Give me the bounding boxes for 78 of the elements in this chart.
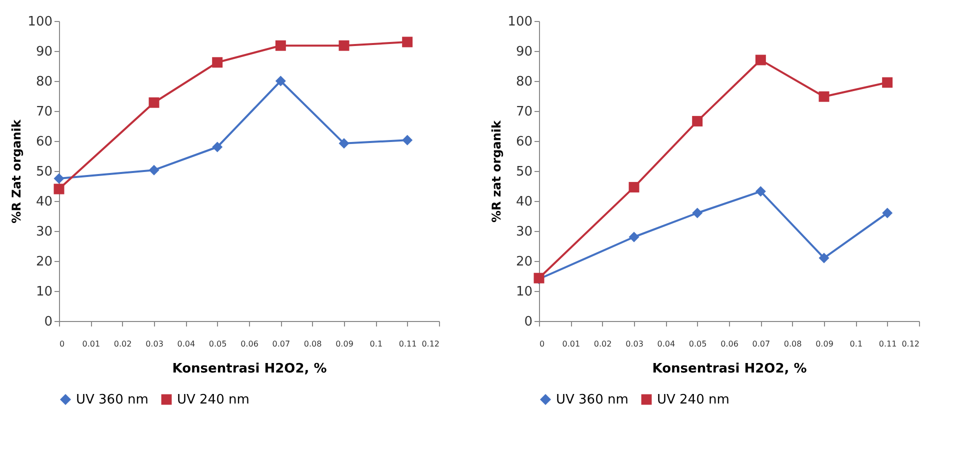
y-tick-label: 80: [516, 74, 532, 90]
x-axis-title: Konsentrasi H2O2, %: [172, 362, 327, 376]
y-tick-label: 100: [28, 14, 52, 30]
x-tick-label: 0.12: [902, 340, 920, 348]
x-tick-label: 0.06: [240, 340, 258, 348]
x-tick-label: 0.01: [562, 340, 580, 348]
x-tick-label: 0.08: [784, 340, 802, 348]
point: [402, 134, 413, 146]
point: [628, 232, 640, 242]
point: [148, 97, 160, 108]
x-tick-label: 0.11: [878, 340, 897, 348]
x-axis-title: Konsentrasi H2O2, %: [652, 362, 807, 376]
legend-label: UV 360 nm: [556, 392, 628, 408]
point: [818, 91, 830, 102]
y-axis-title: %R zat organik: [490, 120, 504, 222]
point: [692, 208, 703, 218]
point: [275, 76, 286, 86]
y-tick-label: 70: [36, 104, 52, 120]
y-tick-label: 60: [516, 134, 532, 150]
point: [338, 138, 350, 149]
y-tick-label: 30: [36, 224, 52, 240]
point: [148, 164, 160, 176]
x-tick-label: 0.07: [272, 340, 290, 348]
y-tick-label: 20: [516, 254, 532, 270]
x-tick-label: 0.04: [657, 340, 676, 348]
x-tick-label: 0.03: [626, 340, 644, 348]
point: [818, 252, 830, 264]
point: [212, 57, 223, 68]
x-tick-label: 0.05: [688, 340, 707, 348]
legend-label: UV 240 nm: [657, 392, 730, 408]
legend-label: UV 360 nm: [76, 392, 148, 408]
point: [54, 173, 64, 184]
x-tick-label: 0.05: [208, 340, 227, 348]
x-tick-label: 0.01: [82, 340, 100, 348]
point: [212, 142, 223, 152]
y-tick-label: 40: [516, 194, 532, 210]
point: [338, 40, 350, 51]
x-tick-label: 0.02: [594, 340, 612, 348]
x-tick-label: 0.08: [304, 340, 322, 348]
y-tick-label: 30: [516, 224, 532, 240]
x-tick-label: 0.09: [336, 340, 354, 348]
y-tick-label: 40: [36, 194, 52, 210]
x-tick-label: 0.03: [146, 340, 164, 348]
x-tick-label: 0.1: [850, 340, 863, 348]
x-tick-label: 0.06: [720, 340, 738, 348]
point: [755, 186, 766, 197]
y-tick-label: 100: [508, 14, 532, 30]
x-tick-label: 0.11: [398, 340, 417, 348]
y-tick-label: 0: [44, 314, 52, 330]
point: [755, 54, 766, 66]
y-tick-label: 10: [516, 284, 532, 300]
point: [692, 116, 703, 126]
y-tick-label: 70: [516, 104, 532, 120]
legend-label: UV 240 nm: [177, 392, 250, 408]
x-tick-label: 0: [540, 340, 545, 348]
x-tick-label: 0.07: [752, 340, 770, 348]
y-tick-label: 60: [36, 134, 52, 150]
point: [882, 208, 893, 218]
point: [275, 40, 286, 51]
x-tick-label: 0.1: [370, 340, 383, 348]
x-tick-label: 0.12: [422, 340, 440, 348]
y-tick-label: 80: [36, 74, 52, 90]
y-tick-label: 50: [36, 164, 52, 180]
point: [882, 77, 893, 88]
y-tick-label: 10: [36, 284, 52, 300]
y-tick-label: 90: [36, 44, 52, 60]
y-axis-title: %R Zat organik: [10, 118, 24, 224]
y-tick-label: 20: [36, 254, 52, 270]
point: [402, 36, 413, 48]
x-tick-label: 0.04: [177, 340, 196, 348]
point: [628, 182, 640, 192]
x-tick-label: 0.02: [114, 340, 132, 348]
x-tick-label: 0.09: [816, 340, 834, 348]
y-tick-label: 0: [524, 314, 532, 330]
y-tick-label: 50: [516, 164, 532, 180]
point: [54, 184, 64, 194]
x-tick-label: 0: [60, 340, 65, 348]
y-tick-label: 90: [516, 44, 532, 60]
